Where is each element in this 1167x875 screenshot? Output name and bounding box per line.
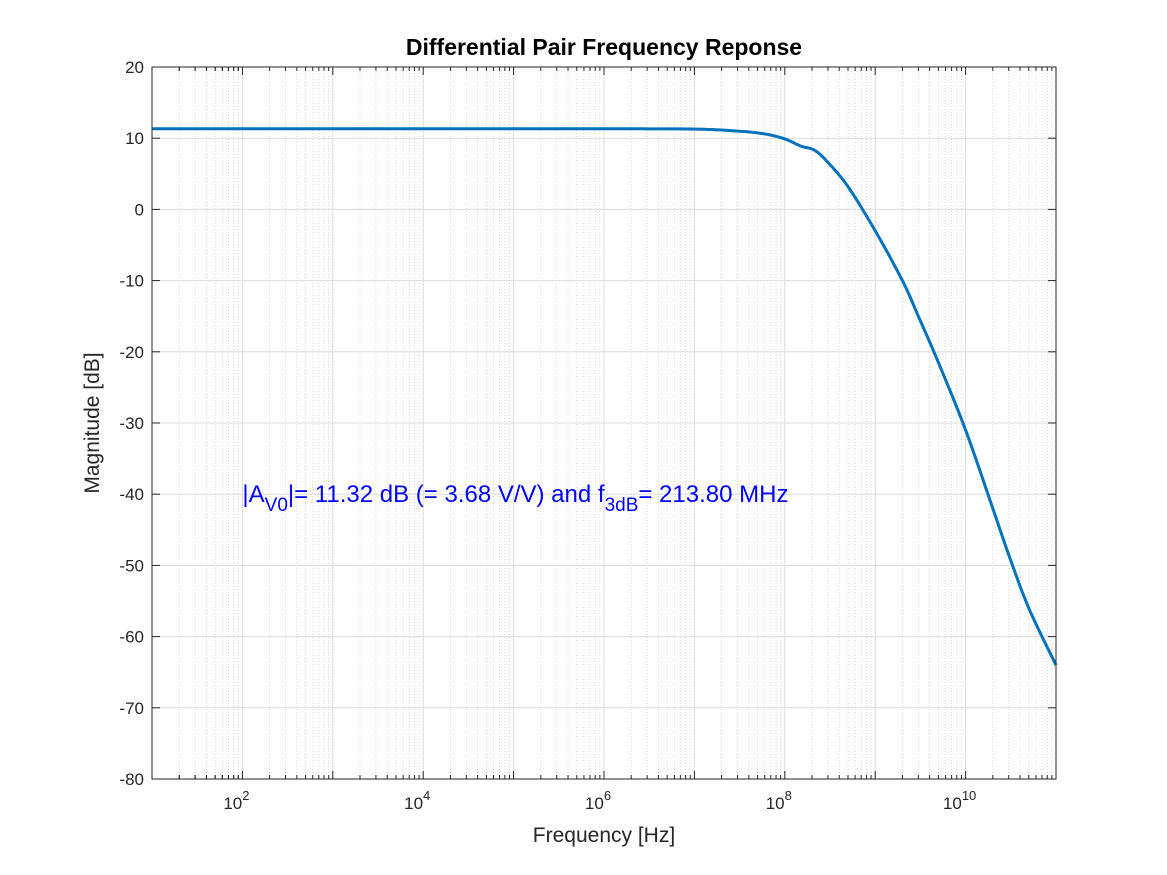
x-tick-label: 1010: [943, 788, 976, 813]
tick-marks: [151, 66, 1057, 780]
major-grid: [152, 67, 1056, 779]
y-tick-label: -10: [119, 272, 144, 291]
x-tick-label: 102: [223, 788, 249, 813]
y-tick-label: -80: [119, 770, 144, 789]
chart-title: Differential Pair Frequency Reponse: [406, 34, 802, 60]
x-tick-label-base: 10: [766, 794, 785, 813]
y-tick-labels: 20 10 0 -10 -20 -30 -40 -50 -60 -70 -80: [119, 58, 144, 789]
x-tick-label-base: 10: [943, 794, 962, 813]
series-line: [152, 127, 1058, 666]
x-tick-label-exponent: 2: [242, 788, 249, 803]
x-tick-labels: 102 104 106 108 1010: [223, 788, 976, 813]
x-tick-label: 108: [766, 788, 792, 813]
y-tick-label: -20: [119, 343, 144, 362]
y-tick-label: 0: [135, 200, 144, 219]
annotation-text: = 213.80 MHz: [638, 481, 788, 508]
annotation-text: |= 11.32 dB (= 3.68 V/V) and f: [288, 481, 605, 508]
y-tick-label: 20: [125, 58, 144, 77]
y-axis-label: Magnitude [dB]: [81, 352, 104, 493]
series-layer: [152, 127, 1058, 666]
annotation-text: |A: [242, 481, 264, 508]
x-tick-label: 106: [585, 788, 611, 813]
x-tick-label-exponent: 6: [604, 788, 611, 803]
annotation-subscript: 3dB: [605, 495, 639, 516]
y-tick-label: 10: [125, 129, 144, 148]
y-tick-label: -30: [119, 414, 144, 433]
x-tick-label-exponent: 8: [785, 788, 792, 803]
x-tick-label-base: 10: [404, 794, 423, 813]
x-tick-label: 104: [404, 788, 430, 813]
y-tick-label: -40: [119, 485, 144, 504]
x-tick-label-base: 10: [585, 794, 604, 813]
y-tick-label: -50: [119, 556, 144, 575]
x-tick-label-exponent: 4: [423, 788, 430, 803]
x-axis-label: Frequency [Hz]: [533, 824, 675, 847]
x-tick-label-base: 10: [223, 794, 242, 813]
annotation-subscript: V0: [265, 495, 288, 516]
gain-bandwidth-annotation: |AV0|= 11.32 dB (= 3.68 V/V) and f3dB= 2…: [242, 481, 788, 516]
y-tick-label: -70: [119, 699, 144, 718]
x-tick-label-exponent: 10: [962, 788, 976, 803]
y-tick-label: -60: [119, 628, 144, 647]
